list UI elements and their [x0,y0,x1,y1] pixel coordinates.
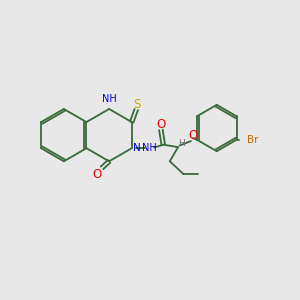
Text: NH: NH [102,94,116,103]
Text: H: H [178,139,185,148]
Text: O: O [188,129,197,142]
Text: N: N [133,143,141,153]
Text: NH: NH [142,143,156,153]
Text: S: S [133,98,140,111]
Text: O: O [93,168,102,181]
Text: Br: Br [247,135,258,145]
Text: O: O [156,118,166,131]
